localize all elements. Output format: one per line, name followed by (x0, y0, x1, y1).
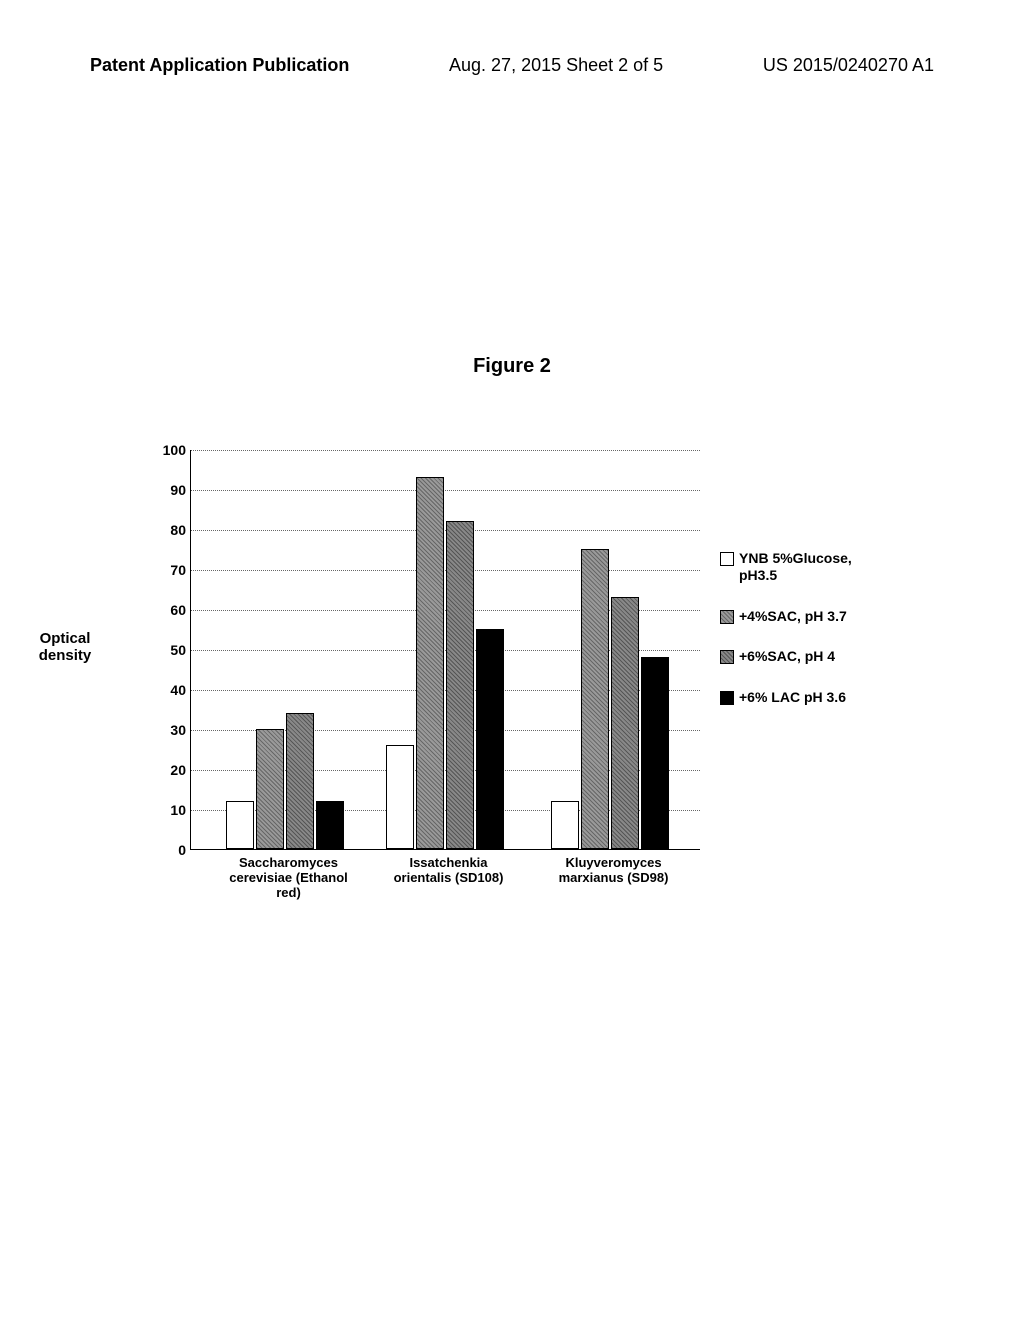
legend-label: +6%SAC, pH 4 (739, 648, 835, 665)
y-tick-label: 100 (156, 442, 186, 458)
bar (641, 657, 669, 849)
bar-group (226, 713, 344, 849)
legend-item: +6% LAC pH 3.6 (720, 689, 889, 706)
bar-group (386, 477, 504, 849)
legend-item: +6%SAC, pH 4 (720, 648, 889, 665)
bar (446, 521, 474, 849)
legend-swatch (720, 650, 734, 664)
y-tick-label: 70 (156, 562, 186, 578)
legend-label: +4%SAC, pH 3.7 (739, 608, 847, 625)
bar (416, 477, 444, 849)
bar (476, 629, 504, 849)
legend-swatch (720, 610, 734, 624)
bar-chart: Optical density 0102030405060708090100Sa… (110, 450, 910, 930)
page-header: Patent Application Publication Aug. 27, … (0, 55, 1024, 76)
bar (611, 597, 639, 849)
legend-item: +4%SAC, pH 3.7 (720, 608, 889, 625)
bar (581, 549, 609, 849)
y-tick-label: 10 (156, 802, 186, 818)
y-tick-label: 80 (156, 522, 186, 538)
chart-legend: YNB 5%Glucose, pH3.5 +4%SAC, pH 3.7 +6%SAC… (720, 550, 889, 730)
header-publication: Patent Application Publication (90, 55, 349, 76)
bar (316, 801, 344, 849)
bar (256, 729, 284, 849)
bar (551, 801, 579, 849)
bar (386, 745, 414, 849)
x-axis-label: Saccharomycescerevisiae (Ethanolred) (211, 855, 366, 900)
chart-plot-area: 0102030405060708090100Saccharomycescerev… (190, 450, 700, 850)
legend-label: +6% LAC pH 3.6 (739, 689, 846, 706)
figure-title: Figure 2 (0, 355, 1024, 378)
x-axis-label: Kluyveromycesmarxianus (SD98) (536, 855, 691, 885)
y-tick-label: 30 (156, 722, 186, 738)
grid-line (191, 450, 700, 451)
y-tick-label: 0 (156, 842, 186, 858)
bar (286, 713, 314, 849)
x-axis-label: Issatchenkiaorientalis (SD108) (371, 855, 526, 885)
bar-group (551, 549, 669, 849)
y-axis-label: Optical density (30, 630, 100, 664)
header-patent-number: US 2015/0240270 A1 (763, 55, 934, 76)
y-tick-label: 90 (156, 482, 186, 498)
y-tick-label: 20 (156, 762, 186, 778)
legend-swatch (720, 691, 734, 705)
y-tick-label: 40 (156, 682, 186, 698)
y-tick-label: 60 (156, 602, 186, 618)
legend-item: YNB 5%Glucose, pH3.5 (720, 550, 889, 584)
bar (226, 801, 254, 849)
header-date-sheet: Aug. 27, 2015 Sheet 2 of 5 (449, 55, 663, 76)
legend-swatch (720, 552, 734, 566)
legend-label: YNB 5%Glucose, pH3.5 (739, 550, 889, 584)
y-tick-label: 50 (156, 642, 186, 658)
